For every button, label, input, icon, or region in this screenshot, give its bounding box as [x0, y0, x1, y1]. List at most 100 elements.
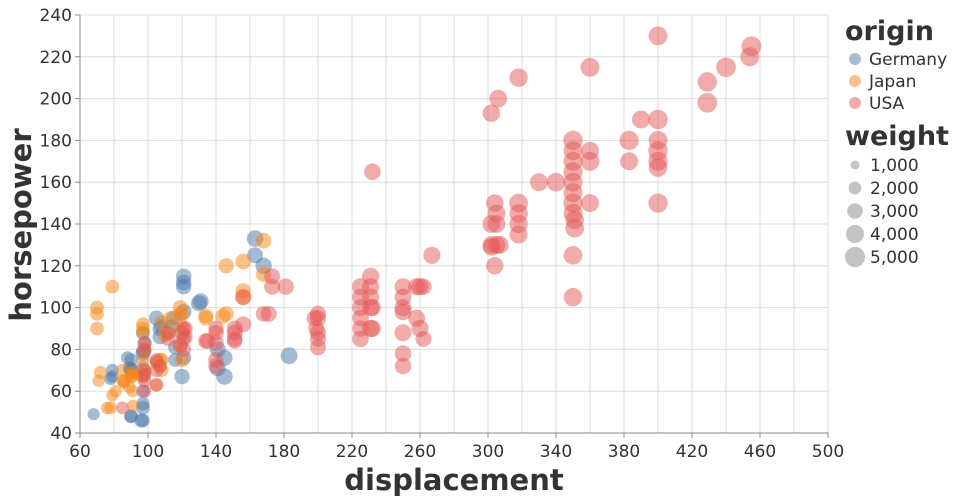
data-point [90, 321, 104, 336]
data-point [364, 163, 381, 181]
data-point [423, 246, 441, 264]
x-tick-label: 260 [404, 442, 436, 462]
data-point [126, 385, 139, 398]
data-point [741, 36, 762, 57]
data-point [565, 210, 584, 230]
data-point [277, 278, 294, 295]
x-tick-label: 60 [69, 442, 91, 462]
data-point [178, 321, 193, 336]
data-point [697, 93, 718, 113]
data-point [394, 278, 412, 296]
y-tick-label: 100 [40, 299, 72, 319]
data-point [309, 305, 327, 322]
size-legend-swatch [850, 160, 860, 170]
y-axis-ticks: 40 60 80 100 120 140 160 180 200 220 240 [40, 6, 80, 444]
x-tick-label: 420 [676, 442, 708, 462]
data-point [235, 253, 251, 270]
data-point [104, 401, 117, 415]
x-tick-label: 140 [200, 442, 232, 462]
x-tick-label: 220 [336, 442, 368, 462]
data-point [255, 232, 272, 249]
data-point [415, 278, 432, 295]
data-point [482, 104, 501, 122]
data-point [648, 26, 668, 46]
size-legend-title: weight [845, 121, 949, 152]
data-point [124, 353, 138, 367]
scatter-points [87, 26, 762, 428]
data-point [235, 289, 252, 306]
legend-swatch-japan [849, 75, 861, 87]
data-point [136, 413, 150, 428]
y-tick-label: 240 [40, 6, 72, 26]
legend-swatch-germany [849, 53, 861, 65]
data-point [149, 378, 164, 392]
data-point [716, 57, 736, 78]
data-point [363, 299, 381, 317]
size-legend-label: 2,000 [870, 179, 919, 199]
legend-label-germany: Germany [869, 50, 947, 70]
data-point [138, 384, 152, 398]
data-point [161, 325, 176, 341]
data-point [581, 141, 599, 160]
y-tick-label: 60 [50, 382, 72, 402]
data-point [192, 293, 209, 310]
data-point [546, 172, 566, 192]
data-point [486, 257, 504, 275]
data-point [105, 363, 119, 377]
y-tick-label: 120 [40, 257, 72, 277]
size-legend-swatch [848, 181, 862, 195]
x-tick-label: 300 [472, 442, 504, 462]
data-point [563, 246, 583, 265]
x-axis-ticks: 60 100 140 180 220 260 300 340 380 420 460 500 [69, 433, 844, 462]
data-point [87, 408, 100, 421]
data-point [153, 359, 167, 373]
x-tick-label: 380 [608, 442, 640, 462]
data-point [137, 363, 152, 378]
y-tick-label: 80 [50, 340, 72, 360]
data-point [509, 193, 528, 213]
data-point [208, 352, 224, 368]
data-point [175, 268, 192, 285]
data-point [116, 401, 129, 415]
data-point [126, 365, 140, 379]
data-point [90, 300, 104, 315]
data-point [362, 267, 380, 285]
x-tick-label: 340 [540, 442, 572, 462]
y-tick-label: 200 [40, 90, 72, 110]
y-tick-label: 220 [40, 48, 72, 68]
data-point [174, 306, 190, 321]
data-point [264, 268, 281, 285]
size-legend-label: 1,000 [870, 156, 919, 176]
y-tick-label: 180 [40, 131, 72, 151]
data-point [648, 109, 668, 130]
data-point [260, 305, 277, 322]
data-point [648, 193, 668, 213]
size-legend-swatch [847, 203, 863, 219]
data-point [487, 204, 506, 223]
data-point [136, 397, 150, 411]
data-point [137, 336, 152, 350]
data-point [280, 347, 298, 365]
data-point [489, 89, 508, 108]
data-point [394, 324, 412, 342]
data-point [648, 131, 668, 150]
size-legend-label: 3,000 [870, 202, 919, 222]
data-point [581, 194, 599, 213]
data-point [580, 57, 600, 77]
data-point [394, 345, 412, 362]
y-tick-label: 40 [50, 424, 72, 444]
x-tick-label: 100 [132, 442, 164, 462]
data-point [136, 317, 150, 332]
x-tick-label: 500 [812, 442, 844, 462]
size-legend-label: 4,000 [870, 225, 919, 245]
x-tick-label: 180 [268, 442, 300, 462]
data-point [509, 68, 528, 87]
size-legend: 1,000 2,000 3,000 4,000 5,000 [844, 156, 919, 268]
legend-label-usa: USA [869, 94, 905, 114]
data-point [415, 330, 432, 347]
data-point [309, 324, 327, 341]
data-point [530, 173, 548, 192]
size-legend-swatch [846, 225, 864, 243]
data-point [620, 152, 639, 171]
